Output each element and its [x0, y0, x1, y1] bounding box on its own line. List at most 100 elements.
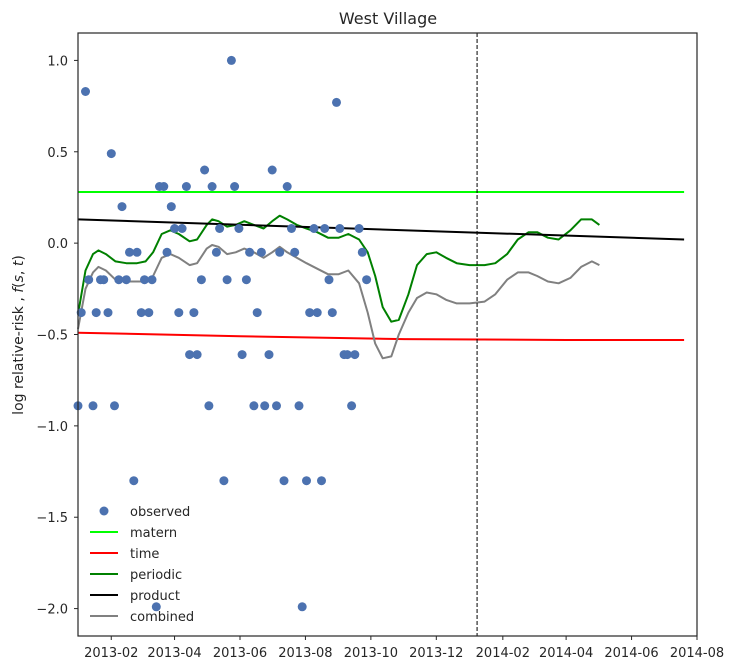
- observed-point: [181, 182, 191, 191]
- observed-point: [350, 350, 360, 360]
- observed-point: [335, 224, 345, 233]
- observed-point: [279, 476, 289, 486]
- observed-point: [132, 247, 142, 257]
- observed-point: [185, 350, 195, 360]
- observed-point: [140, 275, 149, 285]
- observed-point: [117, 202, 127, 212]
- x-tick-label: 2014-04: [539, 646, 593, 661]
- observed-point: [166, 202, 176, 212]
- observed-point: [264, 350, 274, 360]
- observed-point: [226, 55, 236, 65]
- y-tick-label: −1.5: [36, 511, 68, 526]
- legend-entry-periodic: periodic: [90, 568, 182, 583]
- observed-point: [294, 401, 304, 411]
- observed-point: [272, 401, 281, 411]
- x-tick-label: 2013-10: [344, 646, 398, 661]
- axes-frame: [77, 32, 698, 637]
- observed-point: [162, 247, 172, 257]
- observed-point: [114, 275, 124, 285]
- observed-point: [282, 182, 292, 191]
- legend-label: matern: [130, 526, 177, 541]
- y-tick-label: −1.0: [36, 420, 68, 435]
- observed-point: [121, 275, 131, 285]
- legend-entry-combined: combined: [90, 610, 194, 625]
- observed-point: [317, 476, 326, 486]
- observed-point: [249, 401, 259, 411]
- observed-point: [189, 308, 199, 318]
- x-tick-label: 2013-02: [84, 646, 138, 661]
- observed-point: [230, 182, 240, 191]
- legend-label: product: [130, 589, 180, 604]
- observed-point: [357, 247, 367, 257]
- legend: observed matern time periodic product combine…: [90, 505, 194, 625]
- observed-point: [362, 275, 372, 285]
- observed-point: [309, 224, 319, 233]
- plot-area: 1.0 0.5 0.0 −0.5 −1.0 −1.5 −2.0 2013-02 2013-04 2…: [36, 32, 724, 661]
- observed-point: [222, 275, 232, 285]
- y-axis-label: log relative-risk , f(s, t): [11, 255, 27, 415]
- x-tick-label: 2013-04: [147, 646, 201, 661]
- series-line-time: [77, 331, 685, 341]
- observed-point: [211, 247, 221, 257]
- observed-point: [342, 350, 352, 360]
- y-tick-label: −2.0: [36, 603, 68, 618]
- legend-entry-time: time: [90, 547, 159, 562]
- observed-point: [192, 350, 202, 360]
- observed-point: [151, 602, 161, 612]
- observed-point: [290, 247, 300, 257]
- observed-point: [174, 308, 184, 318]
- observed-point: [204, 401, 214, 411]
- series-line-product: [77, 218, 685, 241]
- x-tick-label: 2014-02: [476, 646, 530, 661]
- observed-point: [110, 401, 119, 411]
- observed-point: [129, 476, 139, 486]
- observed-point: [297, 602, 307, 612]
- x-tick-label: 2013-08: [278, 646, 332, 661]
- observed-point: [256, 247, 266, 257]
- observed-point: [354, 224, 364, 233]
- observed-point: [332, 97, 341, 107]
- observed-point: [91, 308, 101, 318]
- observed-point: [234, 224, 244, 233]
- observed-point: [219, 476, 229, 486]
- observed-point: [267, 165, 277, 175]
- legend-entry-product: product: [90, 589, 180, 604]
- legend-label: periodic: [130, 568, 182, 583]
- observed-point: [159, 182, 169, 191]
- observed-point: [245, 247, 255, 257]
- observed-point: [207, 182, 217, 191]
- chart-title: West Village: [339, 9, 437, 28]
- observed-point: [99, 275, 109, 285]
- observed-point: [170, 224, 180, 233]
- legend-entry-observed: observed: [99, 505, 190, 520]
- observed-point: [84, 275, 94, 285]
- observed-point: [305, 308, 315, 318]
- observed-point: [327, 308, 337, 318]
- observed-point: [241, 275, 251, 285]
- observed-point: [287, 224, 296, 233]
- observed-point: [324, 275, 334, 285]
- legend-label: combined: [130, 610, 194, 625]
- legend-entry-matern: matern: [90, 526, 177, 541]
- y-tick-label: 0.0: [47, 237, 68, 252]
- observed-point: [103, 308, 113, 318]
- observed-point: [302, 476, 311, 486]
- observed-point: [275, 247, 285, 257]
- observed-point: [347, 401, 357, 411]
- x-tick-label: 2014-08: [670, 646, 724, 661]
- observed-point: [177, 224, 187, 233]
- observed-point: [144, 308, 154, 318]
- observed-point: [106, 149, 116, 159]
- x-tick-label: 2014-06: [604, 646, 658, 661]
- observed-point: [320, 224, 330, 233]
- series-line-combined: [77, 244, 600, 360]
- observed-point: [88, 401, 98, 411]
- observed-point: [196, 275, 206, 285]
- observed-point: [252, 308, 262, 318]
- observed-point: [147, 275, 157, 285]
- series-line-periodic: [77, 214, 600, 323]
- observed-point: [136, 308, 146, 318]
- x-tick-label: 2013-06: [213, 646, 267, 661]
